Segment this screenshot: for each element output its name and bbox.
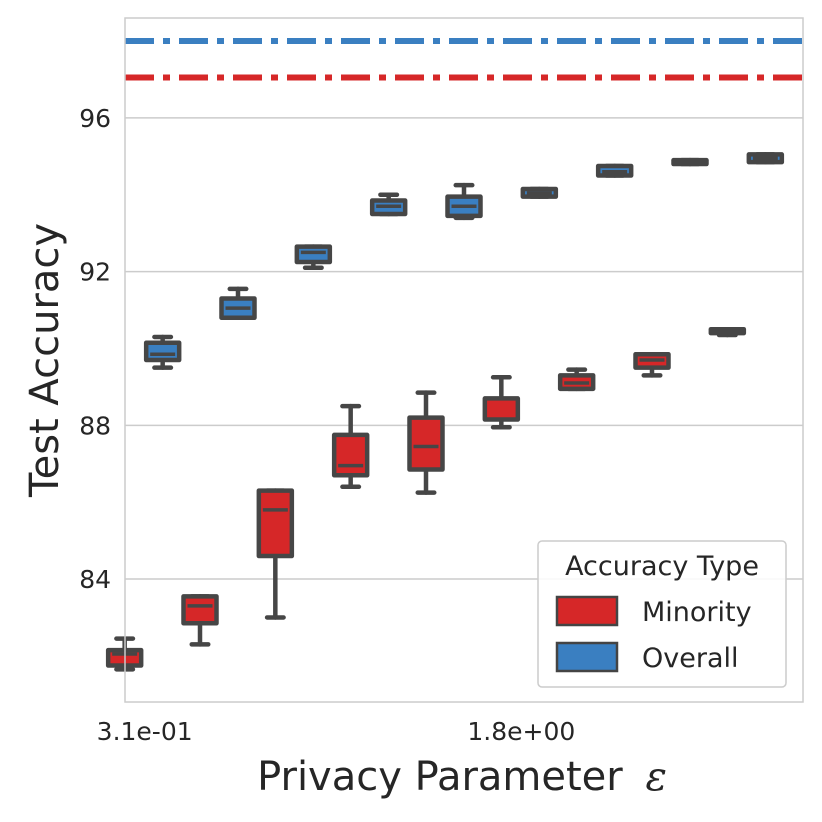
box-overall-6 — [595, 163, 634, 178]
box-minority-2 — [256, 488, 295, 620]
box-body-minority-2 — [256, 488, 295, 559]
x-tick-label-1.8e+00: 1.8e+00 — [467, 717, 575, 746]
y-tick-label-96: 96 — [79, 104, 111, 133]
box-minority-4 — [407, 390, 445, 495]
legend-label-minority: Minority — [642, 597, 752, 628]
box-overall-0 — [143, 334, 182, 370]
epsilon-symbol: ε — [645, 754, 666, 800]
box-minority-1 — [181, 594, 219, 647]
x-tick-label-3.1e-01: 3.1e-01 — [97, 717, 193, 746]
y-axis-label: Test Accuracy — [22, 223, 68, 498]
x-axis-label-text: Privacy Parameter — [257, 754, 623, 800]
box-overall-4 — [445, 182, 483, 221]
legend-swatch-minority — [555, 595, 619, 627]
y-tick-label-88: 88 — [79, 411, 111, 440]
box-minority-8 — [708, 327, 747, 338]
box-body-overall-0 — [143, 340, 182, 363]
legend-swatch-overall — [555, 641, 619, 673]
y-tick-label-92: 92 — [79, 258, 111, 287]
x-axis-label: Privacy Parameter ε — [257, 754, 667, 800]
box-body-minority-4 — [407, 415, 445, 472]
x-tick-labels: 3.1e-01 1.8e+00 — [97, 717, 576, 746]
box-minority-5 — [482, 375, 521, 430]
box-minority-6 — [557, 367, 596, 392]
box-overall-5 — [520, 186, 559, 199]
legend-title: Accuracy Type — [565, 551, 759, 582]
box-body-minority-5 — [482, 396, 521, 422]
plot-frame — [124, 17, 804, 703]
box-body-minority-1 — [181, 594, 219, 626]
box-body-overall-2 — [294, 244, 333, 265]
y-tick-labels: 84 88 92 96 — [79, 104, 111, 594]
legend-label-overall: Overall — [642, 643, 739, 674]
box-overall-2 — [294, 244, 333, 271]
box-overall-3 — [369, 192, 408, 217]
box-overall-8 — [746, 152, 785, 165]
legend: Accuracy Type Minority Overall — [537, 540, 787, 688]
box-body-minority-3 — [331, 432, 370, 478]
box-overall-1 — [219, 286, 257, 320]
box-minority-7 — [633, 351, 671, 378]
box-overall-7 — [671, 157, 709, 167]
box-minority-3 — [331, 403, 370, 490]
y-tick-label-84: 84 — [79, 565, 111, 594]
reference-lines — [125, 38, 803, 81]
